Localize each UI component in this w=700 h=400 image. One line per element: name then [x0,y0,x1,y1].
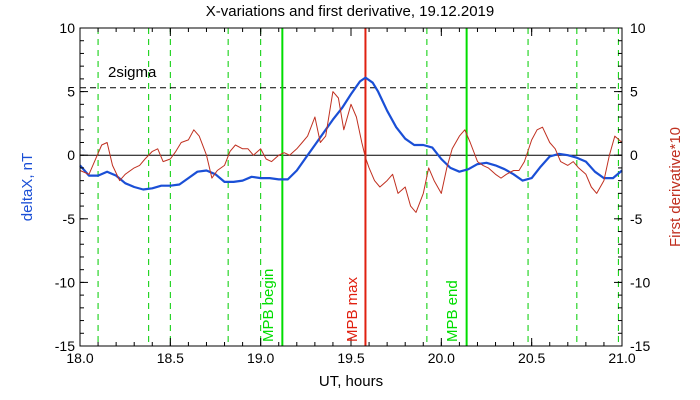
x-axis-label: UT, hours [319,373,383,390]
y-tick-label-right: -10 [630,274,650,290]
x-tick-label: 20.5 [518,350,545,366]
derivative-series-line [79,91,623,213]
y-tick-label-left: 10 [59,20,75,36]
x-tick-label: 18.0 [66,350,93,366]
mpb-markers [281,28,468,346]
axis-ticks: 18.0 18.5 19.0 19.5 20.0 20.5 21.0 10 10 5 5 0 0 -5 -5… [55,20,651,366]
x-tick-label: 19.5 [337,350,364,366]
chart-title: X-variations and first derivative, 19.12… [206,3,495,20]
mpb-begin-label: MPB begin [260,269,277,342]
mpb-max-label: MPB max [344,276,361,342]
y-tick-label-right: 10 [630,20,646,36]
dashed-vertical-lines [97,28,619,346]
y-tick-label-left: 0 [67,147,75,163]
series-lines [79,76,623,213]
y-axis-label-right: First derivative*10 [667,127,684,247]
y-tick-label-left: -10 [55,274,75,290]
deltax-series-line [79,76,623,191]
y-tick-label-left: 5 [67,84,75,100]
x-tick-label: 19.0 [247,350,274,366]
y-tick-label-right: 0 [630,147,638,163]
y-tick-label-right: -15 [630,338,650,354]
y-tick-label-right: 5 [630,84,638,100]
y-tick-label-right: -5 [630,211,643,227]
mpb-end-label: MPB end [444,280,461,342]
horizontal-lines [80,87,622,156]
x-tick-label: 18.5 [157,350,184,366]
y-axis-label-left: deltaX, nT [19,153,36,221]
x-tick-label: 20.0 [428,350,455,366]
sigma-label: 2sigma [108,64,157,81]
y-tick-label-left: -5 [63,211,76,227]
y-tick-label-left: -15 [55,338,75,354]
x-tick-label: 21.0 [608,350,635,366]
